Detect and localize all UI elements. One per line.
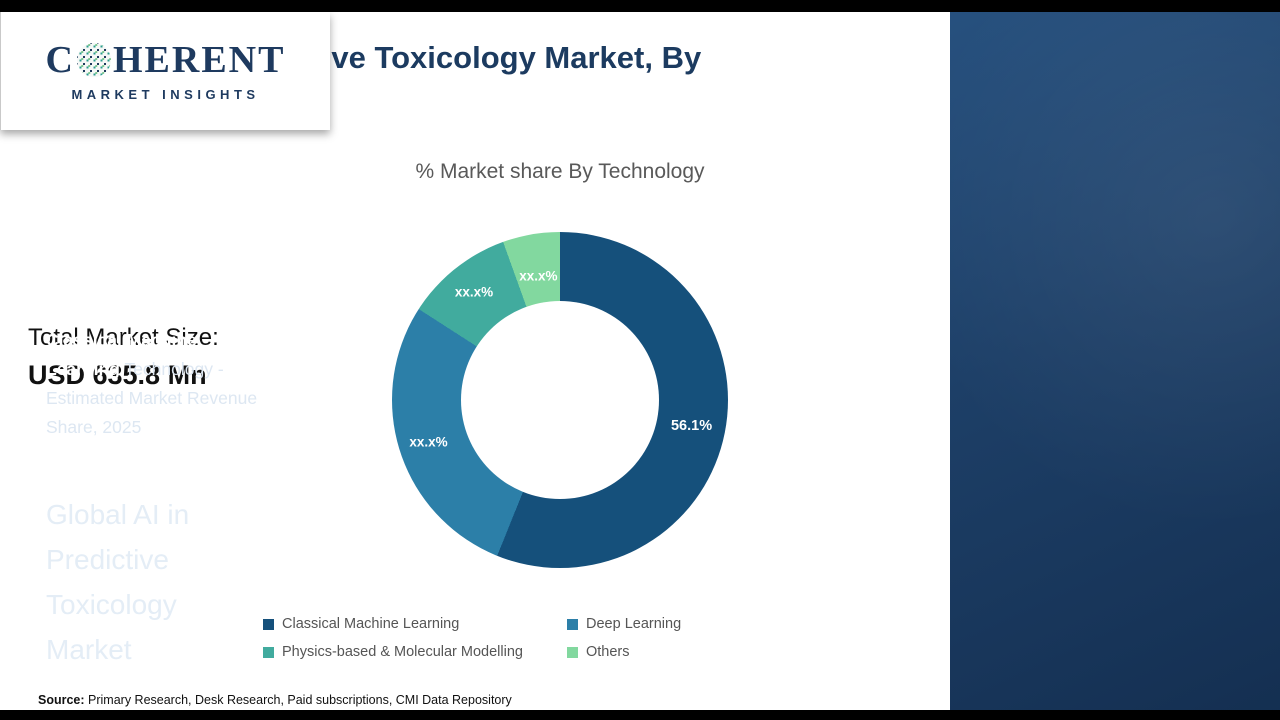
donut-labels: 56.1% xx.x% xx.x% xx.x%: [392, 232, 728, 568]
slice-label: xx.x%: [519, 268, 558, 284]
source-text: Primary Research, Desk Research, Paid su…: [84, 693, 512, 707]
legend-label: Physics-based & Molecular Modelling: [282, 644, 523, 660]
source-label: Source:: [38, 693, 85, 707]
slice-label: 56.1%: [670, 417, 713, 434]
bottom-black-bar: [0, 710, 1280, 720]
legend-item: Deep Learning: [567, 616, 681, 632]
donut-chart-area: 56.1% xx.x% xx.x% xx.x%: [392, 232, 728, 568]
sidebar-market-title: Global AI in Predictive Toxicology Marke…: [46, 499, 190, 665]
legend-label: Classical Machine Learning: [282, 616, 460, 632]
source-line: Source: Primary Research, Desk Research,…: [38, 693, 512, 707]
legend-item: Others: [567, 644, 681, 660]
legend-swatch: [567, 646, 578, 658]
legend-label: Deep Learning: [586, 616, 682, 632]
slice-label: xx.x%: [409, 434, 448, 450]
logo-subtitle: MARKET INSIGHTS: [71, 86, 260, 102]
globe-dots-icon: [76, 42, 111, 77]
slice-label: xx.x%: [454, 284, 494, 300]
legend-label: Others: [586, 644, 630, 660]
stat-highlight: Classical Machine Learning: [46, 330, 197, 379]
right-sidebar: [950, 0, 1280, 720]
legend-item: Classical Machine Learning: [263, 616, 567, 632]
chart-title: % Market share By Technology: [415, 160, 705, 183]
logo-row: C HERENT: [46, 41, 286, 79]
logo-letter-c: C: [45, 38, 75, 81]
legend-swatch: [263, 646, 274, 658]
legend-swatch: [263, 618, 274, 630]
top-black-bar: [0, 0, 1280, 12]
legend-item: Physics-based & Molecular Modelling: [263, 644, 567, 660]
stat-value: 56.1%: [46, 263, 180, 316]
stat-description: Classical Machine Learning Technology - …: [46, 326, 268, 442]
donut-hole: [461, 301, 659, 499]
stat-rest: Technology - Estimated Market Revenue Sh…: [46, 359, 258, 437]
legend-swatch: [567, 618, 578, 630]
total-market-size: Total Market Size: USD 635.8 Mn: [28, 324, 219, 391]
stat-divider: [46, 458, 244, 460]
logo-word-rest: HERENT: [112, 38, 286, 81]
brand-logo: C HERENT MARKET INSIGHTS: [0, 12, 330, 130]
chart-legend: Classical Machine Learning Deep Learning P…: [263, 616, 681, 660]
market-size-label: Total Market Size:: [28, 324, 219, 351]
market-size-value: USD 635.8 Mn: [28, 360, 207, 390]
